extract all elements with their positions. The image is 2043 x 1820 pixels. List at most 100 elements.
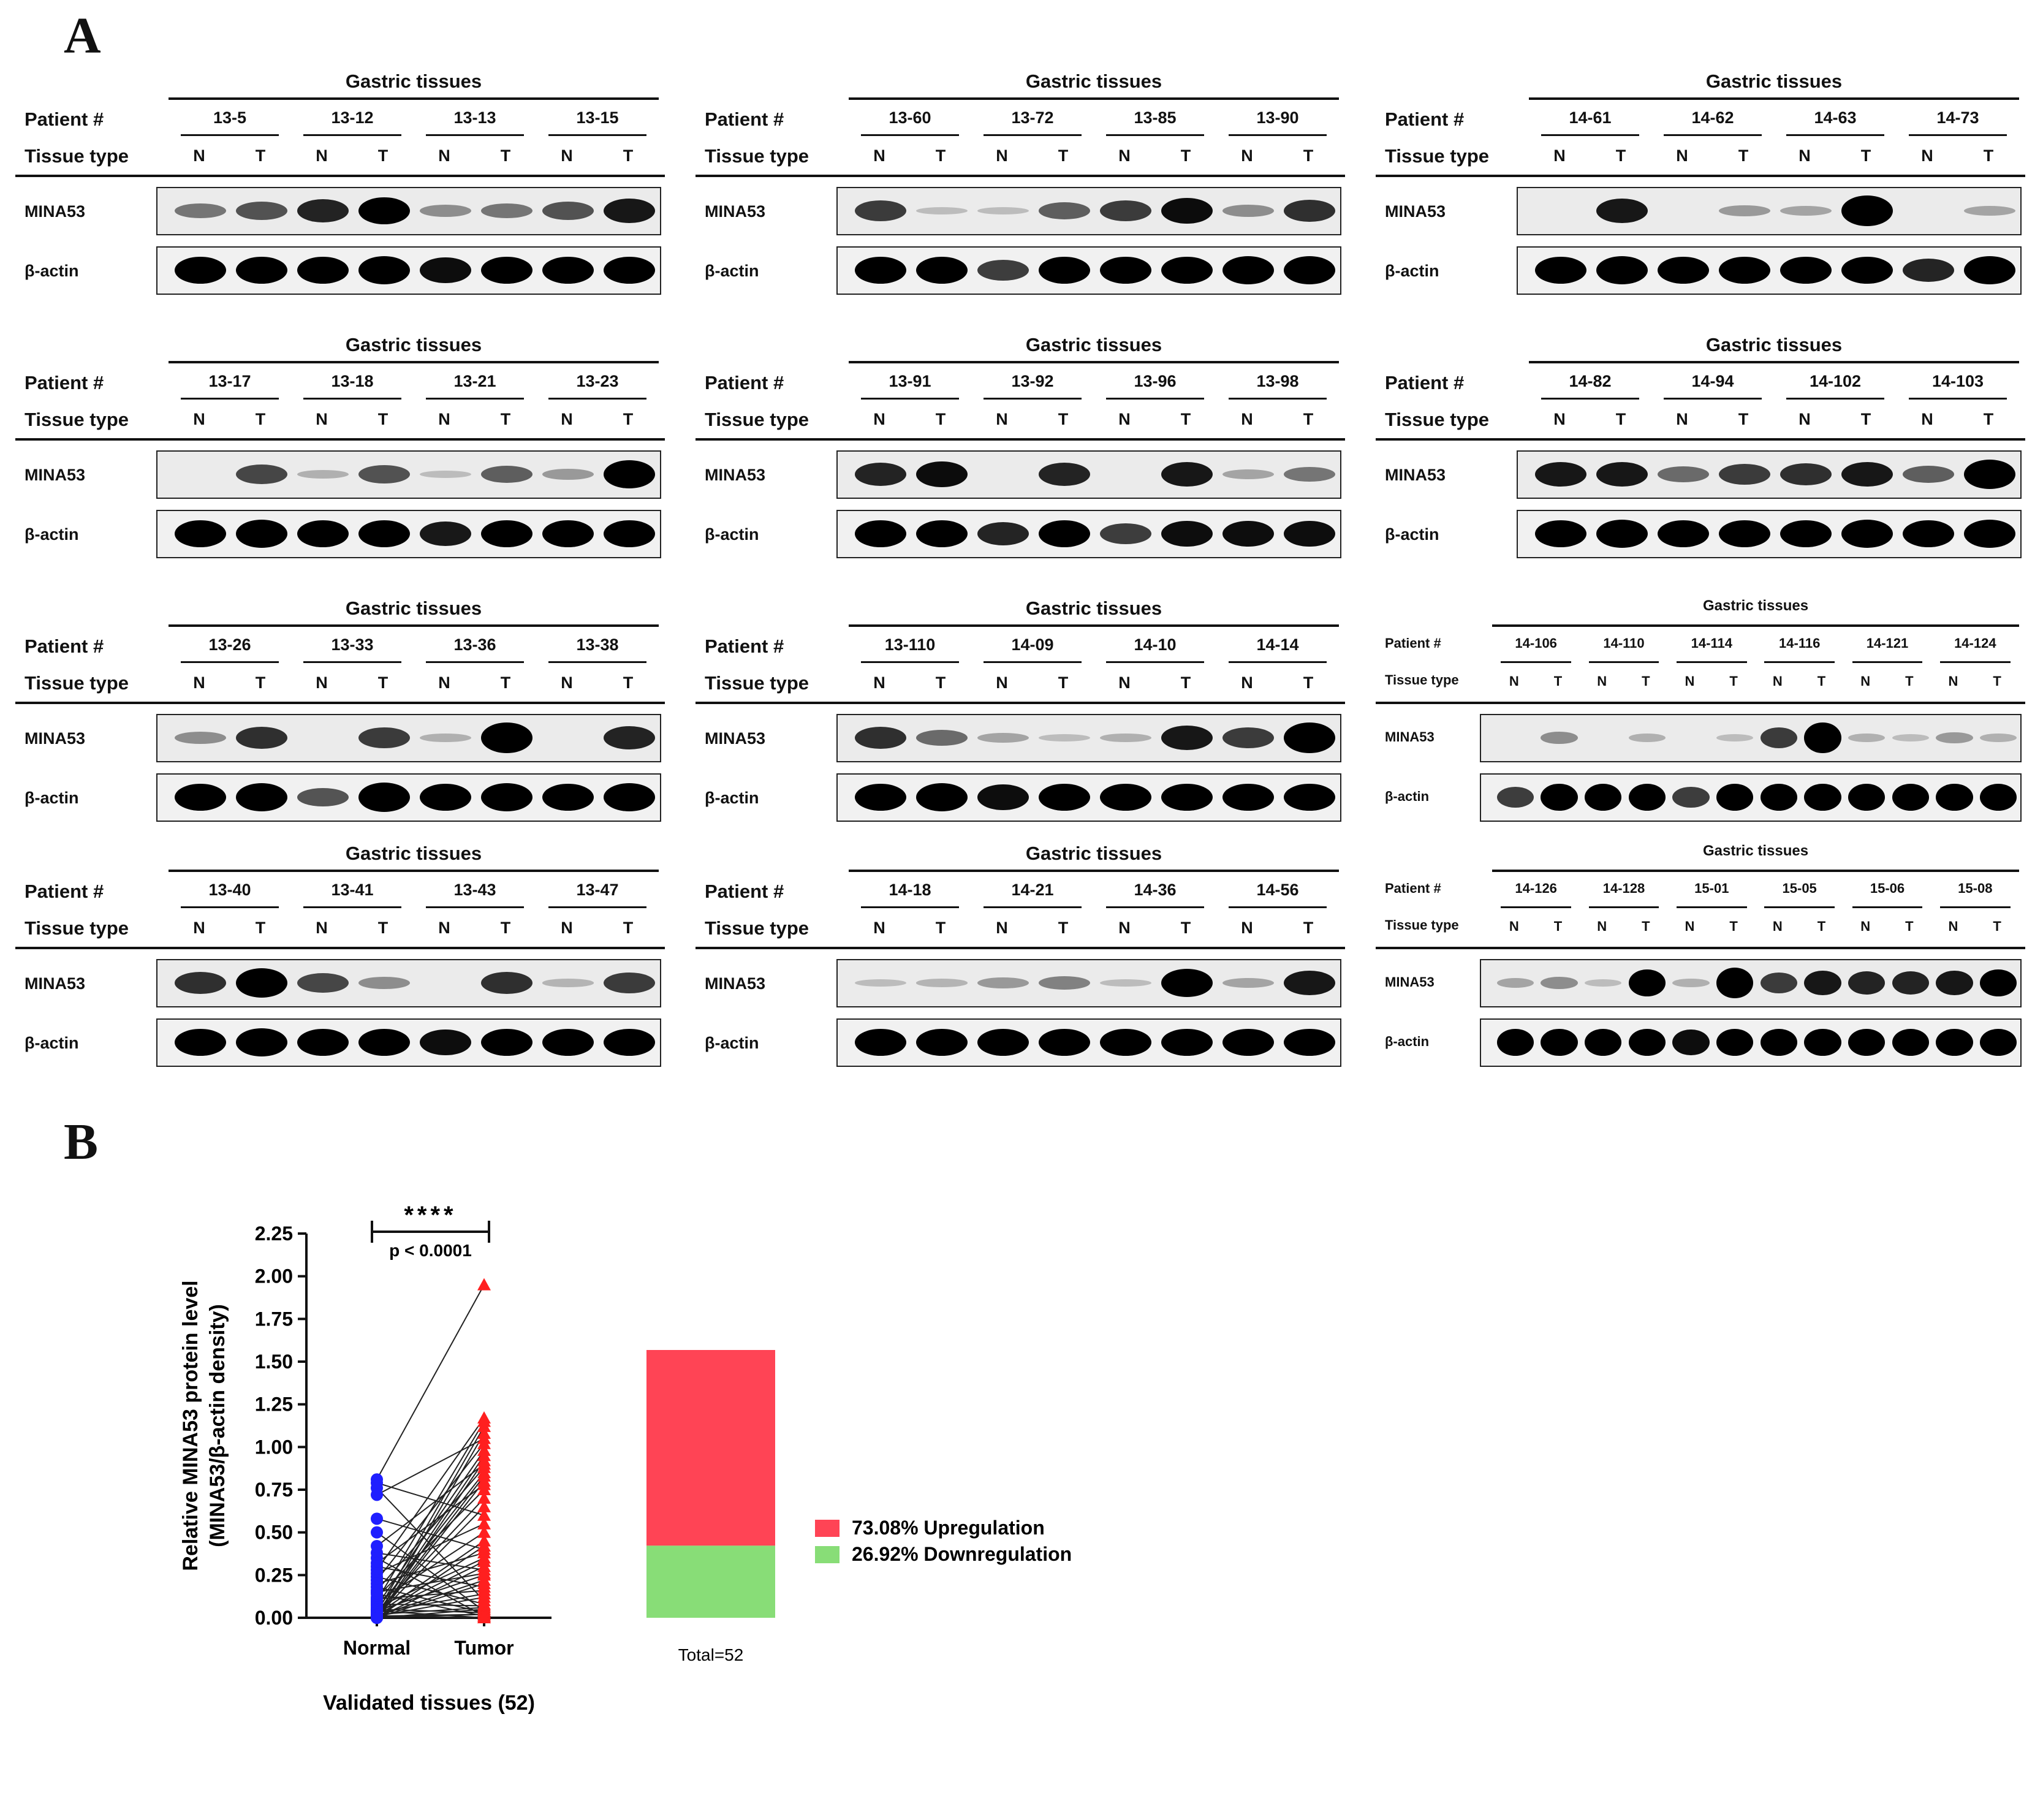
blot-panel: Gastric tissues Patient # Tissue type 14-18… — [696, 843, 1345, 1088]
lane-normal-label: N — [1241, 410, 1253, 428]
blot-panel: Gastric tissues Patient # Tissue type 13-60… — [696, 70, 1345, 316]
patient-id: 15-08 — [1958, 881, 1993, 896]
blot-band — [542, 202, 594, 220]
blot-band — [1964, 206, 2015, 216]
patient-underline — [1106, 134, 1204, 136]
patient-id: 14-63 — [1814, 108, 1857, 127]
total-label: Total=52 — [678, 1645, 744, 1664]
pair-line — [376, 1284, 485, 1480]
beta-actin-strip — [1517, 510, 2022, 558]
group-line — [1529, 361, 2019, 363]
y-tick-label: 1.00 — [255, 1436, 293, 1458]
blot-band — [1039, 202, 1090, 219]
blot-band — [358, 783, 410, 812]
lane-normal-label: N — [438, 410, 450, 428]
blot-band — [1284, 971, 1335, 995]
patient-underline — [1106, 398, 1204, 400]
blot-band — [977, 522, 1029, 545]
pair-line — [376, 1476, 485, 1617]
blot-band — [916, 783, 968, 811]
pair-line — [376, 1426, 485, 1613]
header-separator — [1376, 175, 2025, 177]
patient-id: 13-5 — [213, 108, 247, 127]
tumor-point — [477, 1500, 491, 1512]
lane-tumor-label: T — [935, 146, 946, 165]
mina53-label: MINA53 — [1385, 202, 1446, 221]
blot-band — [1841, 195, 1893, 226]
patient-id: 13-110 — [884, 635, 936, 654]
lane-tumor-label: T — [377, 919, 389, 937]
blot-band — [1284, 1029, 1335, 1056]
patient-underline — [1764, 906, 1835, 908]
blot-band — [175, 203, 226, 218]
lane-tumor-label: T — [255, 919, 266, 937]
pair-line — [376, 1557, 485, 1617]
patient-underline — [303, 134, 401, 136]
blot-band — [236, 520, 287, 548]
lane-normal-label: N — [1118, 919, 1131, 937]
blot-band — [236, 727, 287, 749]
blot-band — [1804, 1029, 1841, 1056]
lane-normal-label: N — [1553, 410, 1566, 428]
blot-band — [916, 207, 968, 214]
blot-band — [175, 784, 226, 811]
group-title: Gastric tissues — [345, 70, 482, 92]
blot-band — [855, 784, 906, 811]
patient-id: 13-15 — [576, 108, 619, 127]
pair-line — [376, 1438, 485, 1496]
blot-band — [1716, 784, 1754, 811]
blot-band — [916, 257, 968, 284]
blot-band — [1100, 784, 1151, 811]
lane-normal-label: N — [1241, 146, 1253, 165]
blot-band — [1222, 978, 1274, 988]
blot-band — [1161, 969, 1213, 997]
lane-tumor-label: T — [377, 673, 389, 692]
blot-band — [1284, 256, 1335, 284]
blot-band — [542, 1029, 594, 1056]
blot-band — [1039, 257, 1090, 284]
group-title: Gastric tissues — [1705, 334, 1843, 355]
patient-underline — [861, 134, 959, 136]
lane-tumor-label: T — [500, 673, 511, 692]
header-separator — [1376, 947, 2025, 949]
blot-band — [1284, 722, 1335, 753]
lane-tumor-label: T — [1058, 673, 1069, 692]
group-title: Gastric tissues — [345, 334, 482, 355]
blot-band — [977, 207, 1029, 214]
blot-band — [1658, 257, 1709, 284]
blot-band — [481, 520, 533, 547]
patient-id: 14-18 — [889, 881, 931, 899]
lane-tumor-label: T — [1642, 919, 1650, 934]
lane-normal-label: N — [996, 146, 1008, 165]
blot-band — [604, 1029, 655, 1056]
tumor-point — [477, 1491, 491, 1504]
tumor-point — [477, 1525, 491, 1538]
beta-actin-strip — [836, 773, 1341, 822]
x-tick-label: Tumor — [454, 1637, 514, 1659]
blot-band — [1848, 1029, 1886, 1056]
tumor-point — [477, 1508, 491, 1521]
lane-tumor-label: T — [935, 410, 946, 428]
group-line — [169, 870, 659, 872]
blot-band — [420, 257, 471, 283]
blot-band — [1964, 460, 2015, 489]
mina53-label: MINA53 — [1385, 729, 1435, 745]
lane-tumor-label: T — [935, 919, 946, 937]
blot-band — [604, 520, 655, 547]
blot-band — [297, 257, 349, 284]
lane-normal-label: N — [1772, 673, 1783, 689]
patient-id: 14-103 — [1931, 372, 1984, 390]
blot-band — [1596, 520, 1648, 548]
patient-id: 13-18 — [331, 372, 374, 390]
blot-band — [1804, 784, 1841, 811]
lane-normal-label: N — [1685, 919, 1695, 934]
blot-band — [1672, 1029, 1710, 1055]
blot-band — [855, 979, 906, 987]
blot-band — [542, 784, 594, 811]
patient-underline — [1909, 398, 2007, 400]
blot-band — [1716, 968, 1754, 998]
patient-underline — [548, 398, 646, 400]
blot-band — [1535, 520, 1586, 547]
patient-underline — [548, 906, 646, 908]
pair-line — [376, 1609, 485, 1618]
